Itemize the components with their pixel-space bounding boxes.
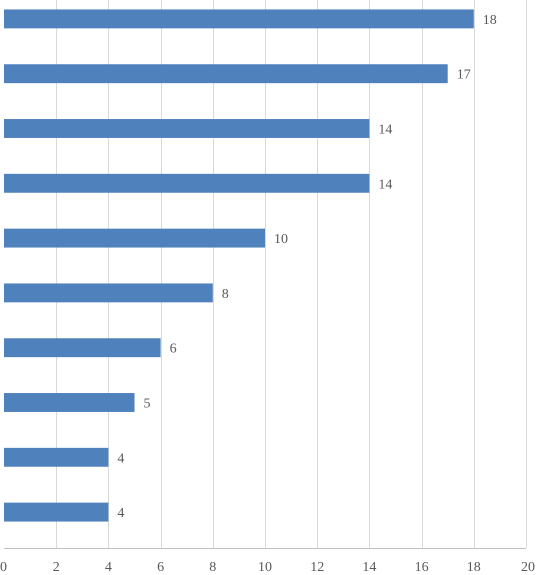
- data-label-1: 18: [483, 13, 497, 28]
- data-label-5: 10: [274, 232, 288, 247]
- x-tick-label-10: 10: [258, 560, 272, 575]
- bar-2: [4, 64, 448, 84]
- bar-10: [4, 502, 109, 522]
- bar-8: [4, 393, 135, 412]
- x-tick-label-8: 8: [209, 560, 216, 575]
- bar-4: [4, 173, 370, 193]
- data-label-6: 8: [222, 287, 229, 302]
- bars: [4, 9, 474, 522]
- data-label-9: 4: [117, 451, 124, 466]
- x-tick-label-2: 2: [53, 560, 60, 575]
- bar-9: [4, 447, 109, 467]
- data-label-2: 17: [457, 68, 471, 83]
- gridlines: [56, 0, 527, 548]
- bar-5: [4, 228, 265, 248]
- data-label-8: 5: [144, 397, 151, 412]
- data-labels: 18 17 14 14 10 8 6 5 4 4: [117, 13, 496, 521]
- x-tick-label-18: 18: [467, 560, 481, 575]
- x-tick-label-6: 6: [157, 560, 164, 575]
- data-label-4: 14: [378, 177, 392, 192]
- x-tick-label-16: 16: [415, 560, 429, 575]
- x-tick-label-4: 4: [105, 560, 112, 575]
- x-tick-label-12: 12: [310, 560, 324, 575]
- bar-1: [4, 9, 474, 29]
- data-label-7: 6: [170, 342, 177, 357]
- x-tick-label-0: 0: [0, 560, 7, 575]
- data-label-10: 4: [117, 506, 124, 521]
- bar-6: [4, 283, 213, 303]
- x-tick-label-20: 20: [521, 560, 535, 575]
- x-tick-label-14: 14: [362, 560, 376, 575]
- data-label-3: 14: [378, 123, 392, 138]
- bar-7: [4, 338, 161, 358]
- bar-3: [4, 119, 370, 138]
- x-axis-ticks: 0 2 4 6 8 10 12 14 16 18 20: [0, 560, 535, 575]
